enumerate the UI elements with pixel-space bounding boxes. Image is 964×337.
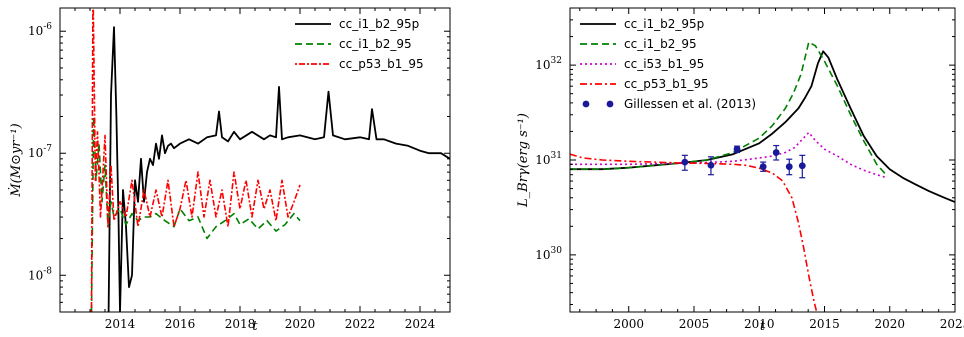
plot-area — [570, 41, 955, 312]
x-tick-label: 2014 — [105, 317, 136, 331]
y-tick-label: 1032 — [535, 56, 562, 72]
series-line-cc_i1_b2_95 — [570, 41, 888, 177]
mdot-panel: 2014 2016 2018 2020 2022 2024 10-6 10-7 10-8 t Ṁ(M… — [7, 7, 451, 334]
legend-label: cc_i53_b1_95 — [624, 57, 704, 71]
data-point — [681, 158, 689, 166]
y-tick-label: 10-6 — [28, 22, 52, 38]
y-tick-label: 10-8 — [28, 266, 52, 282]
legend-marker — [606, 100, 614, 108]
data-point — [759, 163, 767, 171]
x-tick-label: 2020 — [285, 317, 316, 331]
data-point — [707, 161, 715, 169]
y-tick-label: 10-7 — [28, 144, 52, 160]
legend-label: cc_i1_b2_95 — [339, 37, 412, 51]
data-point — [785, 163, 793, 171]
x-tick-label: 2000 — [613, 317, 644, 331]
y-tick-label: 1030 — [535, 246, 562, 262]
x-tick-label: 2025 — [940, 317, 964, 331]
series-line-cc_i53_b1_95 — [570, 131, 888, 179]
plot-area — [90, 8, 450, 312]
x-tick-label: 2015 — [809, 317, 840, 331]
data-point — [733, 145, 741, 153]
legend-label: cc_i1_b2_95p — [624, 17, 704, 31]
series-line-cc_i1_b2_95p — [107, 26, 450, 312]
data-point — [772, 149, 780, 156]
x-tick-label: 2016 — [165, 317, 196, 331]
legend-marker — [582, 100, 590, 108]
x-tick-label: 2018 — [225, 317, 256, 331]
data-point — [798, 162, 806, 170]
x-tick-label: 2005 — [679, 317, 710, 331]
axes-frame — [569, 7, 956, 313]
x-axis-label: t — [760, 319, 766, 334]
x-tick-label: 2010 — [744, 317, 775, 331]
y-axis-label: L_Brγ(erg s⁻¹) — [516, 113, 531, 208]
y-axis-label: Ṁ(M⊙yr⁻¹) — [7, 123, 24, 197]
luminosity-panel: 2000 2005 2010 2015 2020 2025 1032 1031 1030 t L_B… — [516, 7, 964, 334]
series-line-cc_p53_b1_95 — [90, 8, 301, 312]
series-line-cc_i1_b2_95 — [90, 115, 301, 312]
legend-label: cc_p53_b1_95 — [624, 77, 709, 91]
x-tick-label: 2024 — [405, 317, 436, 331]
series-line-cc_i1_b2_95p — [570, 50, 955, 203]
legend-label: cc_i1_b2_95p — [339, 17, 419, 31]
x-tick-label: 2020 — [874, 317, 905, 331]
legend-label: Gillessen et al. (2013) — [624, 97, 756, 111]
legend-label: cc_p53_b1_95 — [339, 57, 424, 71]
x-tick-label: 2022 — [345, 317, 376, 331]
legend-label: cc_i1_b2_95 — [624, 37, 697, 51]
y-tick-label: 1031 — [535, 151, 562, 167]
series-line-cc_p53_b1_95 — [570, 153, 818, 312]
x-axis-label: t — [252, 319, 258, 334]
